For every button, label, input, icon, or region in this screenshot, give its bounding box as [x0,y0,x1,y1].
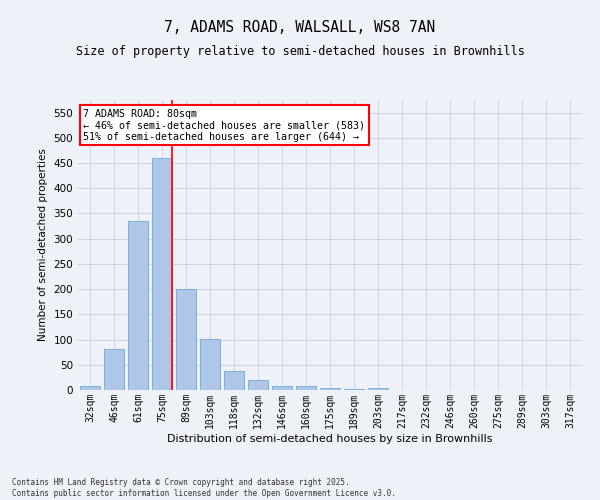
Bar [152,158,172,390]
Bar [80,386,100,390]
Text: Contains HM Land Registry data © Crown copyright and database right 2025.
Contai: Contains HM Land Registry data © Crown c… [12,478,396,498]
Bar [248,380,268,390]
Bar [224,372,244,390]
Bar [272,386,292,390]
Bar [368,388,388,390]
Bar [320,388,340,390]
Bar [176,289,196,390]
X-axis label: Distribution of semi-detached houses by size in Brownhills: Distribution of semi-detached houses by … [167,434,493,444]
Bar [296,386,316,390]
Bar [104,348,124,390]
Y-axis label: Number of semi-detached properties: Number of semi-detached properties [38,148,48,342]
Text: 7 ADAMS ROAD: 80sqm
← 46% of semi-detached houses are smaller (583)
51% of semi-: 7 ADAMS ROAD: 80sqm ← 46% of semi-detach… [83,108,365,142]
Bar [200,338,220,390]
Text: Size of property relative to semi-detached houses in Brownhills: Size of property relative to semi-detach… [76,45,524,58]
Bar [128,221,148,390]
Text: 7, ADAMS ROAD, WALSALL, WS8 7AN: 7, ADAMS ROAD, WALSALL, WS8 7AN [164,20,436,35]
